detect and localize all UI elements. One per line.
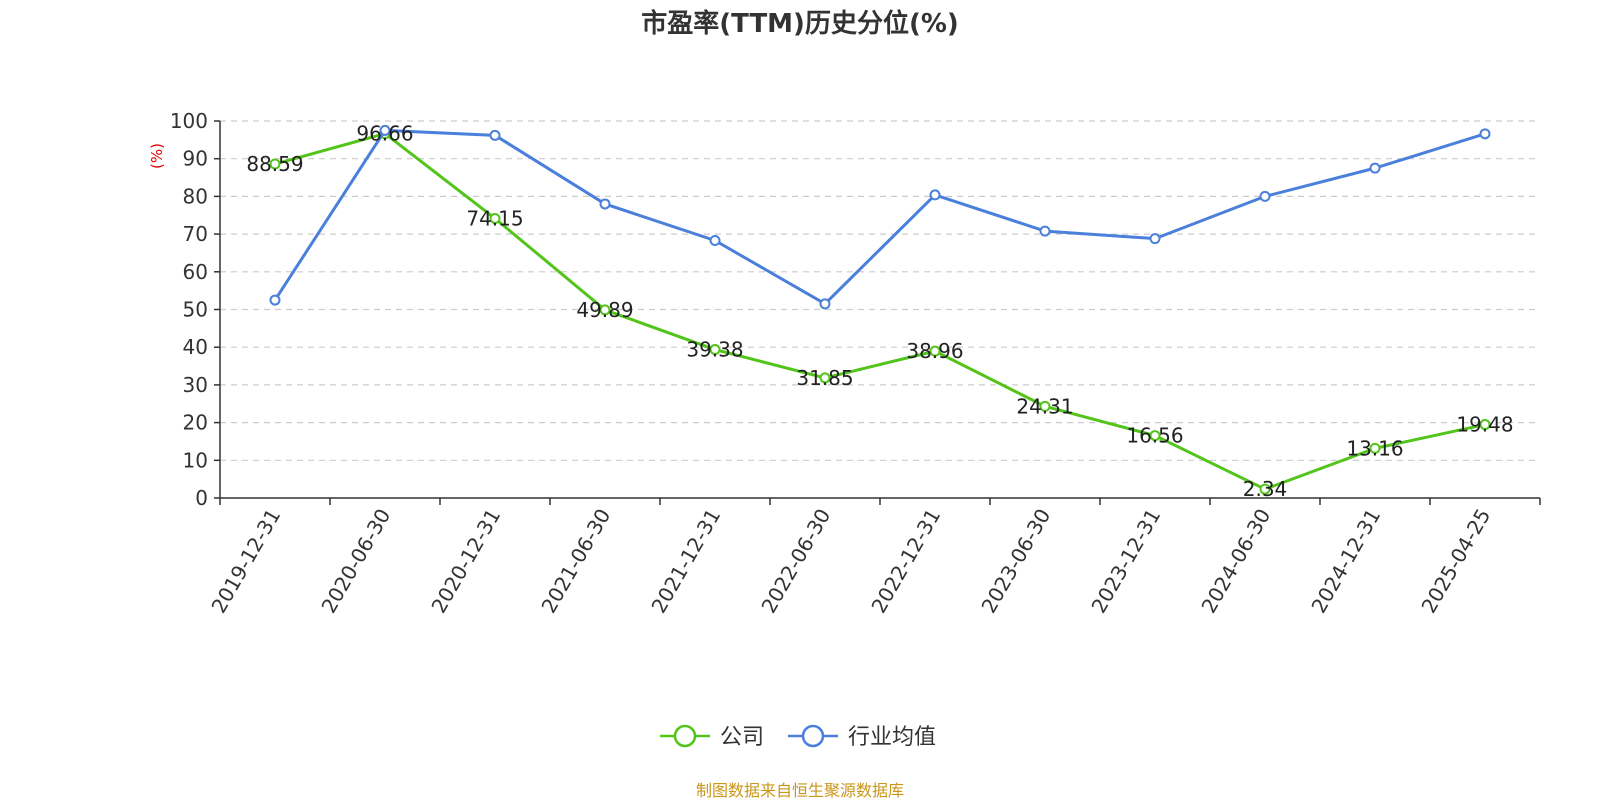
axes: 0 10 20 30 40 50 60 70 80 90 100 2019-12-31 2020-06-… xyxy=(170,109,1541,618)
data-labels: 88.59 96.66 74.15 49.89 39.38 31.85 38.96 24.31… xyxy=(246,122,1513,502)
gridlines xyxy=(220,120,1540,461)
x-tick-label: 2020-06-30 xyxy=(316,505,395,618)
data-point[interactable] xyxy=(379,124,391,136)
data-point[interactable] xyxy=(1149,233,1161,245)
series-lines xyxy=(269,124,1491,495)
series-line-1 xyxy=(273,128,1486,306)
data-label: 19.48 xyxy=(1456,413,1513,437)
data-label: 24.31 xyxy=(1016,394,1073,418)
x-tick-label: 2025-04-25 xyxy=(1416,505,1495,618)
data-label: 96.66 xyxy=(356,122,413,146)
data-point[interactable] xyxy=(269,158,281,170)
x-tick-label: 2021-12-31 xyxy=(646,505,725,618)
data-point[interactable] xyxy=(1479,419,1491,431)
x-tick-label: 2024-12-31 xyxy=(1306,505,1385,618)
data-point[interactable] xyxy=(489,212,501,224)
data-point[interactable] xyxy=(489,129,501,141)
data-point[interactable] xyxy=(709,344,721,356)
y-tick-label: 80 xyxy=(183,184,208,208)
y-tick-label: 0 xyxy=(195,486,208,510)
data-point[interactable] xyxy=(269,294,281,306)
data-point[interactable] xyxy=(1259,483,1271,495)
x-tick-label: 2024-06-30 xyxy=(1196,505,1275,618)
data-point[interactable] xyxy=(1369,162,1381,174)
data-point[interactable] xyxy=(1369,442,1381,454)
y-axis-label: (%) xyxy=(148,143,166,169)
y-tick-label: 100 xyxy=(170,109,208,133)
y-tick-label: 10 xyxy=(183,448,208,472)
series-line-0 xyxy=(274,132,1486,491)
data-point[interactable] xyxy=(1039,400,1051,412)
data-label: 88.59 xyxy=(246,152,303,176)
y-tick-label: 70 xyxy=(183,222,208,246)
data-point[interactable] xyxy=(709,235,721,247)
legend-item-0[interactable]: 公司 xyxy=(660,724,764,750)
y-tick-label: 50 xyxy=(183,298,208,322)
x-tick-label: 2020-12-31 xyxy=(426,505,505,618)
data-point[interactable] xyxy=(1149,430,1161,442)
data-label: 31.85 xyxy=(796,366,853,390)
data-point[interactable] xyxy=(929,345,941,357)
data-label: 38.96 xyxy=(906,339,963,363)
y-tick-label: 90 xyxy=(183,147,208,171)
y-tick-label: 40 xyxy=(183,335,208,359)
x-tick-label: 2022-06-30 xyxy=(756,505,835,618)
data-label: 39.38 xyxy=(686,338,743,362)
data-point[interactable] xyxy=(599,198,611,210)
y-tick-label: 60 xyxy=(183,260,208,284)
x-tick-label: 2023-12-31 xyxy=(1086,505,1165,618)
legend-label: 行业均值 xyxy=(848,725,936,750)
data-point[interactable] xyxy=(1479,128,1491,140)
data-point[interactable] xyxy=(1039,225,1051,237)
data-point[interactable] xyxy=(819,372,831,384)
legend[interactable]: 公司 行业均值 xyxy=(660,724,936,750)
legend-label: 公司 xyxy=(720,725,764,750)
legend-item-1[interactable]: 行业均值 xyxy=(788,724,936,750)
chart-title: 市盈率(TTM)历史分位(%) xyxy=(641,8,959,39)
x-tick-label: 2023-06-30 xyxy=(976,505,1055,618)
data-label: 16.56 xyxy=(1126,424,1183,448)
data-label: 2.34 xyxy=(1243,477,1288,501)
y-tick-label: 30 xyxy=(183,373,208,397)
data-point[interactable] xyxy=(929,189,941,201)
data-point[interactable] xyxy=(1259,190,1271,202)
x-tick-label: 2021-06-30 xyxy=(536,505,615,618)
legend-marker xyxy=(673,724,697,748)
x-tick-label: 2022-12-31 xyxy=(866,505,945,618)
data-label: 49.89 xyxy=(576,298,633,322)
data-label: 13.16 xyxy=(1346,436,1403,460)
x-tick-label: 2019-12-31 xyxy=(206,505,285,618)
data-label: 74.15 xyxy=(466,206,523,230)
source-note: 制图数据来自恒生聚源数据库 xyxy=(696,781,904,800)
data-point[interactable] xyxy=(819,298,831,310)
y-tick-label: 20 xyxy=(183,411,208,435)
data-point[interactable] xyxy=(599,304,611,316)
legend-marker xyxy=(801,724,825,748)
